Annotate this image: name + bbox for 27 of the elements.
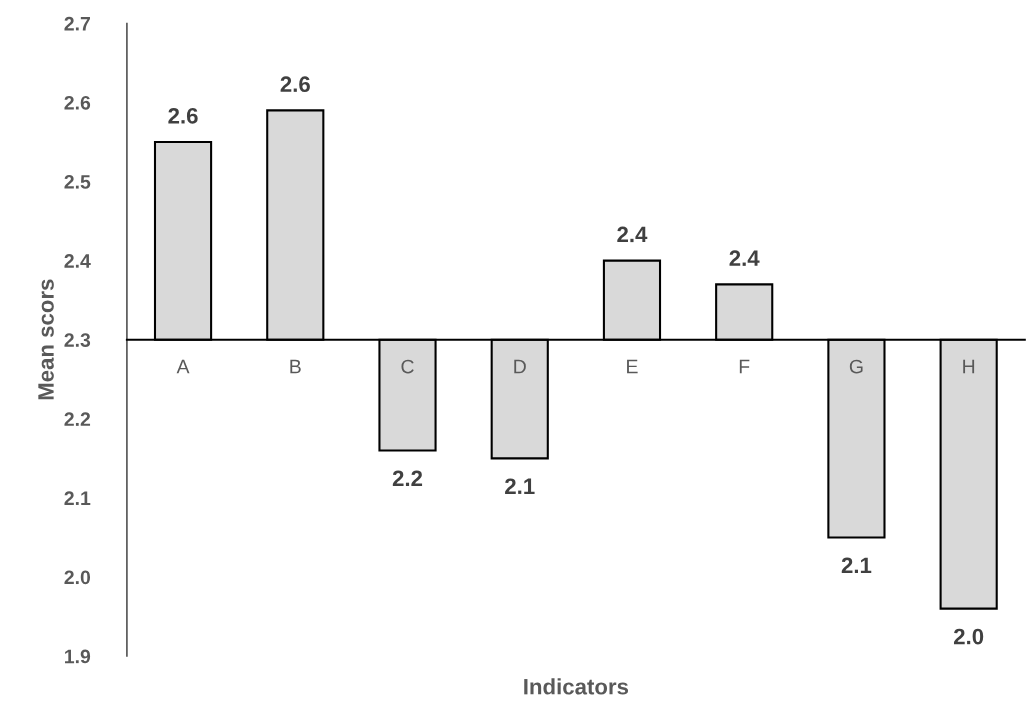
data-label: 2.1 [841, 557, 872, 573]
x-tick-label: C [401, 359, 414, 374]
y-tick-label: 2.5 [64, 174, 91, 189]
x-tick-label: E [627, 359, 638, 374]
y-axis-title: Mean scors [38, 279, 54, 400]
y-tick-label: 2.1 [64, 491, 91, 505]
y-tick-label: 2.0 [64, 570, 91, 585]
x-tick-label: F [739, 359, 750, 374]
y-tick-label: 2.7 [64, 16, 90, 31]
x-tick-label: B [290, 359, 301, 374]
data-label: 2.2 [392, 470, 423, 486]
data-label: 2.6 [168, 107, 198, 124]
data-label: 2.0 [953, 628, 984, 645]
data-label: 2.4 [617, 226, 648, 243]
y-tick-label: 2.4 [64, 254, 91, 268]
data-label: 2.1 [505, 478, 535, 494]
x-axis-title: Indicators [524, 678, 629, 695]
x-tick-label: H [963, 359, 975, 374]
y-tick-label: 2.2 [64, 412, 91, 426]
x-tick-label: G [849, 359, 863, 374]
y-tick-label: 1.9 [65, 649, 91, 664]
y-tick-label: 2.6 [64, 95, 91, 110]
x-tick-label: A [176, 359, 190, 374]
x-tick-label: D [514, 359, 526, 374]
data-label: 2.6 [280, 76, 310, 93]
y-tick-label: 2.3 [64, 333, 91, 347]
data-label: 2.4 [729, 250, 760, 266]
